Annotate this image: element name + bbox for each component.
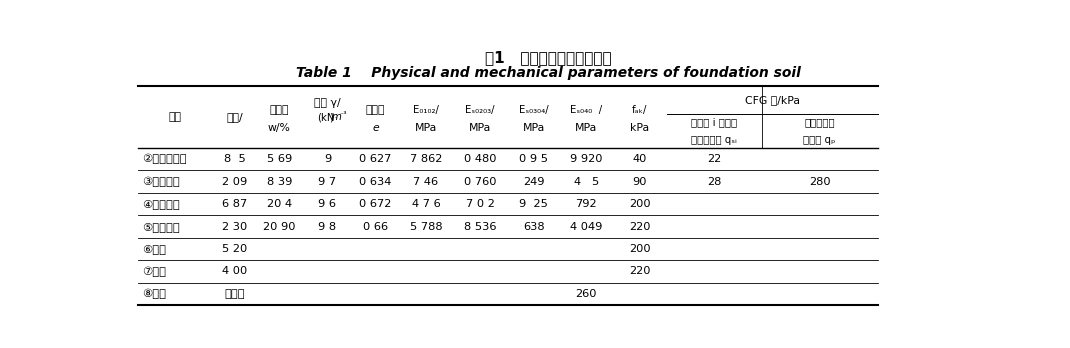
Text: 249: 249 — [523, 177, 545, 187]
Text: 9  25: 9 25 — [519, 199, 548, 209]
Text: 4 00: 4 00 — [221, 267, 247, 276]
Text: 2 30: 2 30 — [221, 222, 247, 231]
Text: 层厚/: 层厚/ — [226, 112, 243, 122]
Text: 220: 220 — [629, 267, 651, 276]
Text: 5 20: 5 20 — [221, 244, 247, 254]
Text: e: e — [372, 123, 379, 133]
Text: 40: 40 — [632, 154, 647, 164]
Text: ⑦细砂: ⑦细砂 — [142, 266, 166, 277]
Text: 6 87: 6 87 — [221, 199, 247, 209]
Text: 9 920: 9 920 — [570, 154, 602, 164]
Text: 4 7 6: 4 7 6 — [412, 199, 440, 209]
Text: 特征值 qₚ: 特征值 qₚ — [804, 135, 836, 145]
Text: 土层: 土层 — [169, 112, 182, 122]
Text: 重度 γ/: 重度 γ/ — [315, 98, 341, 108]
Text: 4 049: 4 049 — [570, 222, 602, 231]
Text: 28: 28 — [707, 177, 721, 187]
Text: kPa: kPa — [630, 123, 649, 133]
Text: MPa: MPa — [415, 123, 437, 133]
Text: 0 480: 0 480 — [464, 154, 496, 164]
Text: Eₛ₀₄₀  /: Eₛ₀₄₀ / — [570, 104, 602, 114]
Text: 90: 90 — [632, 177, 647, 187]
Text: 表1   地基土层物理力学指标: 表1 地基土层物理力学指标 — [485, 50, 612, 65]
Text: 20 4: 20 4 — [266, 199, 292, 209]
Text: ②湿陷性黄土: ②湿陷性黄土 — [142, 154, 187, 164]
Text: fₐₖ/: fₐₖ/ — [632, 104, 647, 114]
Text: 0 9 5: 0 9 5 — [519, 154, 548, 164]
Text: 22: 22 — [707, 154, 721, 164]
Text: ③粉质黏土: ③粉质黏土 — [142, 176, 180, 187]
Text: 8  5: 8 5 — [224, 154, 245, 164]
Text: ⁻³: ⁻³ — [339, 110, 347, 119]
Text: 220: 220 — [629, 222, 651, 231]
Text: ⑧粉土: ⑧粉土 — [142, 289, 166, 299]
Text: CFG 桩/kPa: CFG 桩/kPa — [745, 95, 800, 105]
Text: ): ) — [330, 112, 334, 122]
Text: 0 627: 0 627 — [360, 154, 392, 164]
Text: 260: 260 — [576, 289, 597, 299]
Text: 7 0 2: 7 0 2 — [465, 199, 494, 209]
Text: Eₛ₀₃₀₄/: Eₛ₀₃₀₄/ — [519, 104, 549, 114]
Text: 9 8: 9 8 — [319, 222, 337, 231]
Text: 9 7: 9 7 — [319, 177, 337, 187]
Text: 0 66: 0 66 — [363, 222, 388, 231]
Text: 含水率: 含水率 — [270, 104, 289, 114]
Text: 阻力特征值 qₛᵢ: 阻力特征值 qₛᵢ — [691, 135, 737, 145]
Text: 4   5: 4 5 — [574, 177, 599, 187]
Text: 200: 200 — [629, 244, 651, 254]
Text: Eₛ₀₂₀₃/: Eₛ₀₂₀₃/ — [465, 104, 495, 114]
Text: 20 90: 20 90 — [263, 222, 295, 231]
Text: 5 69: 5 69 — [266, 154, 292, 164]
Text: ④粉质黏土: ④粉质黏土 — [142, 199, 180, 209]
Text: m: m — [332, 112, 341, 122]
Text: 638: 638 — [523, 222, 545, 231]
Text: (kN·: (kN· — [317, 112, 338, 122]
Text: ⑥粉土: ⑥粉土 — [142, 244, 166, 254]
Text: E₀₁₀₂/: E₀₁₀₂/ — [413, 104, 439, 114]
Text: 5 788: 5 788 — [410, 222, 442, 231]
Text: 792: 792 — [576, 199, 597, 209]
Text: 2 09: 2 09 — [221, 177, 247, 187]
Text: 桩端端阻力: 桩端端阻力 — [805, 117, 835, 127]
Text: 9 6: 9 6 — [319, 199, 336, 209]
Text: 桩周第 i 层土侧: 桩周第 i 层土侧 — [691, 117, 737, 127]
Text: 280: 280 — [809, 177, 830, 187]
Text: 200: 200 — [629, 199, 651, 209]
Text: MPa: MPa — [576, 123, 597, 133]
Text: MPa: MPa — [522, 123, 545, 133]
Text: 0 634: 0 634 — [360, 177, 392, 187]
Text: w/%: w/% — [268, 123, 291, 133]
Text: 0 760: 0 760 — [464, 177, 496, 187]
Text: 8 39: 8 39 — [266, 177, 292, 187]
Text: Table 1    Physical and mechanical parameters of foundation soil: Table 1 Physical and mechanical paramete… — [296, 65, 800, 80]
Text: MPa: MPa — [469, 123, 491, 133]
Text: 7 862: 7 862 — [410, 154, 442, 164]
Text: 8 536: 8 536 — [464, 222, 496, 231]
Text: 9: 9 — [324, 154, 331, 164]
Text: 0 672: 0 672 — [360, 199, 392, 209]
Text: 未揭穿: 未揭穿 — [225, 289, 245, 299]
Text: 孔隙比: 孔隙比 — [366, 104, 385, 114]
Text: 7 46: 7 46 — [413, 177, 439, 187]
Text: ⑤粉质黏土: ⑤粉质黏土 — [142, 222, 180, 231]
